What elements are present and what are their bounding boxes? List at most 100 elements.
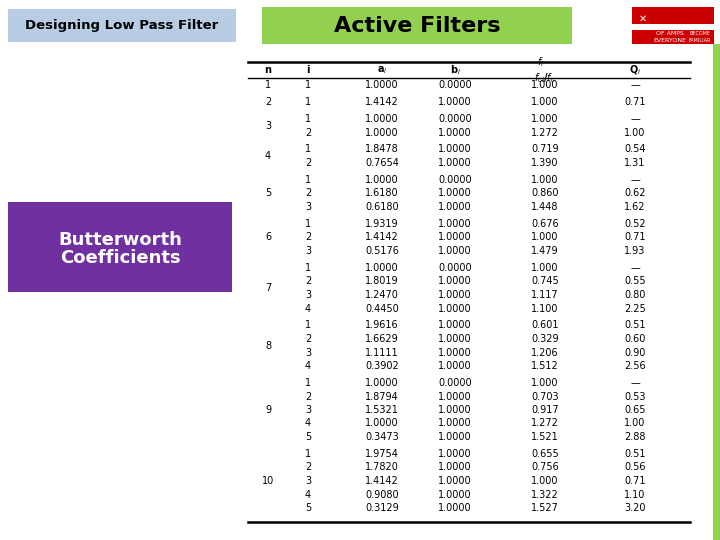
Text: 5: 5 xyxy=(265,188,271,199)
Text: 1.0000: 1.0000 xyxy=(438,476,472,486)
Text: 1.5321: 1.5321 xyxy=(365,405,399,415)
Text: 7: 7 xyxy=(265,284,271,293)
Text: 1.272: 1.272 xyxy=(531,127,559,138)
Text: 0.4450: 0.4450 xyxy=(365,303,399,314)
Text: 0.0000: 0.0000 xyxy=(438,263,472,273)
Text: 1: 1 xyxy=(305,80,311,90)
Text: b$_i$: b$_i$ xyxy=(449,63,461,77)
Text: 1.10: 1.10 xyxy=(624,489,646,500)
Text: 1.000: 1.000 xyxy=(531,97,559,107)
Text: 0.62: 0.62 xyxy=(624,188,646,199)
Text: 0.676: 0.676 xyxy=(531,219,559,229)
Text: 0.3902: 0.3902 xyxy=(365,361,399,371)
Text: 1.62: 1.62 xyxy=(624,202,646,212)
Text: 0.65: 0.65 xyxy=(624,405,646,415)
Text: 1.0000: 1.0000 xyxy=(438,348,472,357)
Bar xyxy=(262,7,572,44)
Text: 1.0000: 1.0000 xyxy=(438,418,472,429)
Text: 2: 2 xyxy=(305,334,311,344)
Text: 1.527: 1.527 xyxy=(531,503,559,513)
Text: 1.0000: 1.0000 xyxy=(438,233,472,242)
Text: 3: 3 xyxy=(305,348,311,357)
Text: 3: 3 xyxy=(305,405,311,415)
Text: Designing Low Pass Filter: Designing Low Pass Filter xyxy=(25,19,219,32)
Text: 1: 1 xyxy=(305,219,311,229)
Text: 2: 2 xyxy=(305,276,311,287)
Text: 0.3473: 0.3473 xyxy=(365,432,399,442)
Text: 1.0000: 1.0000 xyxy=(438,303,472,314)
Text: 0.756: 0.756 xyxy=(531,462,559,472)
Text: 1.0000: 1.0000 xyxy=(365,127,399,138)
Text: 1.512: 1.512 xyxy=(531,361,559,371)
Text: 1.4142: 1.4142 xyxy=(365,233,399,242)
Text: 1.206: 1.206 xyxy=(531,348,559,357)
Text: 1: 1 xyxy=(305,97,311,107)
Text: 1.9616: 1.9616 xyxy=(365,321,399,330)
Text: 0.71: 0.71 xyxy=(624,476,646,486)
Text: 0.80: 0.80 xyxy=(624,290,646,300)
Text: 1.0000: 1.0000 xyxy=(438,503,472,513)
Text: 8: 8 xyxy=(265,341,271,351)
Text: 1.100: 1.100 xyxy=(531,303,559,314)
Text: 1.0000: 1.0000 xyxy=(438,405,472,415)
Text: 0.51: 0.51 xyxy=(624,321,646,330)
Text: 1.00: 1.00 xyxy=(624,418,646,429)
Text: 2: 2 xyxy=(305,462,311,472)
Text: 6: 6 xyxy=(265,233,271,242)
Text: 1.9319: 1.9319 xyxy=(365,219,399,229)
Text: 1.0000: 1.0000 xyxy=(438,188,472,199)
Text: 1: 1 xyxy=(305,263,311,273)
Text: 5: 5 xyxy=(305,503,311,513)
Text: 0.55: 0.55 xyxy=(624,276,646,287)
Text: 1.000: 1.000 xyxy=(531,476,559,486)
Text: i: i xyxy=(306,65,310,75)
Text: 3: 3 xyxy=(305,476,311,486)
Text: 0.703: 0.703 xyxy=(531,392,559,402)
Text: 1.479: 1.479 xyxy=(531,246,559,256)
Text: 1.0000: 1.0000 xyxy=(365,80,399,90)
Text: 1.4142: 1.4142 xyxy=(365,476,399,486)
Text: 1.0000: 1.0000 xyxy=(438,462,472,472)
Text: 1: 1 xyxy=(305,175,311,185)
Text: 4: 4 xyxy=(305,361,311,371)
Text: 0.3129: 0.3129 xyxy=(365,503,399,513)
Text: 1: 1 xyxy=(305,449,311,459)
Text: 1.4142: 1.4142 xyxy=(365,97,399,107)
Text: —: — xyxy=(630,378,640,388)
Text: 2.56: 2.56 xyxy=(624,361,646,371)
Text: 0.0000: 0.0000 xyxy=(438,378,472,388)
Text: 1.390: 1.390 xyxy=(531,158,559,168)
Text: 2: 2 xyxy=(305,158,311,168)
Text: 1.6180: 1.6180 xyxy=(365,188,399,199)
Text: 0.0000: 0.0000 xyxy=(438,175,472,185)
Text: 4: 4 xyxy=(305,303,311,314)
Text: 3: 3 xyxy=(305,290,311,300)
Text: —: — xyxy=(630,263,640,273)
Text: 1.0000: 1.0000 xyxy=(438,290,472,300)
Text: ✕: ✕ xyxy=(639,14,647,24)
Text: 0.860: 0.860 xyxy=(531,188,559,199)
Text: 1.8478: 1.8478 xyxy=(365,145,399,154)
Text: 3: 3 xyxy=(305,202,311,212)
Text: 0.655: 0.655 xyxy=(531,449,559,459)
Text: 0.53: 0.53 xyxy=(624,392,646,402)
Text: 1.00: 1.00 xyxy=(624,127,646,138)
Text: 1.117: 1.117 xyxy=(531,290,559,300)
Text: n: n xyxy=(264,65,271,75)
Text: 1.0000: 1.0000 xyxy=(438,276,472,287)
Text: 0.51: 0.51 xyxy=(624,449,646,459)
Text: 1.000: 1.000 xyxy=(531,263,559,273)
Text: 0.7654: 0.7654 xyxy=(365,158,399,168)
Text: 2.88: 2.88 xyxy=(624,432,646,442)
Text: 1.93: 1.93 xyxy=(624,246,646,256)
Text: 1.9754: 1.9754 xyxy=(365,449,399,459)
Text: 1.000: 1.000 xyxy=(531,175,559,185)
Text: 1.0000: 1.0000 xyxy=(365,418,399,429)
Text: $f_i$ –
$f_{ci}$/$f_c$: $f_i$ – $f_{ci}$/$f_c$ xyxy=(534,55,556,85)
Text: 1: 1 xyxy=(305,114,311,124)
Text: a$_i$: a$_i$ xyxy=(377,64,387,76)
Text: 0.719: 0.719 xyxy=(531,145,559,154)
Text: 4: 4 xyxy=(265,151,271,161)
Text: 4: 4 xyxy=(305,418,311,429)
Text: 1.8019: 1.8019 xyxy=(365,276,399,287)
